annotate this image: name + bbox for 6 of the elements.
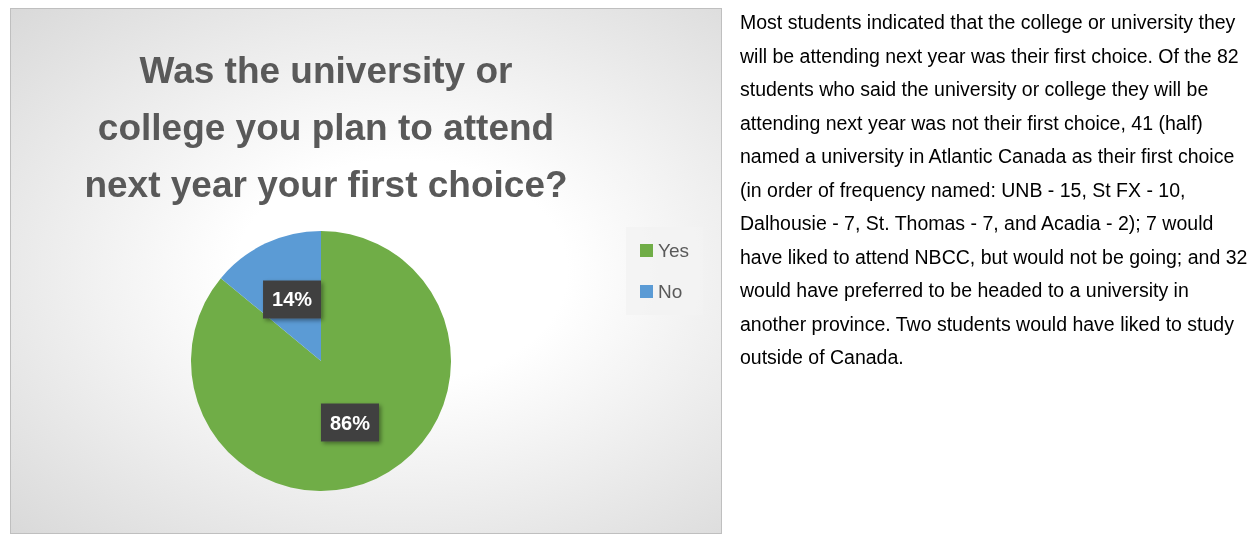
chart-title: Was the university or college you plan to attend next year your first choice?: [84, 50, 568, 205]
legend-label: No: [658, 281, 683, 302]
data-label: 86%: [329, 411, 371, 434]
legend-label: Yes: [658, 240, 689, 261]
data-label: 14%: [272, 288, 313, 311]
text: Most students indicated that the college or university they will be attending next year was their first choice. Of the 82 students who said the university or college they will be attending next year was not their first choice, 41 (half) named a university in Atlantic Canada as their first choice (in order of frequency named: UNB - 15, St FX - 10, Dalhousie - 7, St. Thomas - 7, and Acadia - 2); 7 would have liked to attend NBCC, but would not be going; and 32 would have preferred to be headed to a university in another province. Two students would have liked to study outside of Canada.: [740, 11, 1248, 368]
